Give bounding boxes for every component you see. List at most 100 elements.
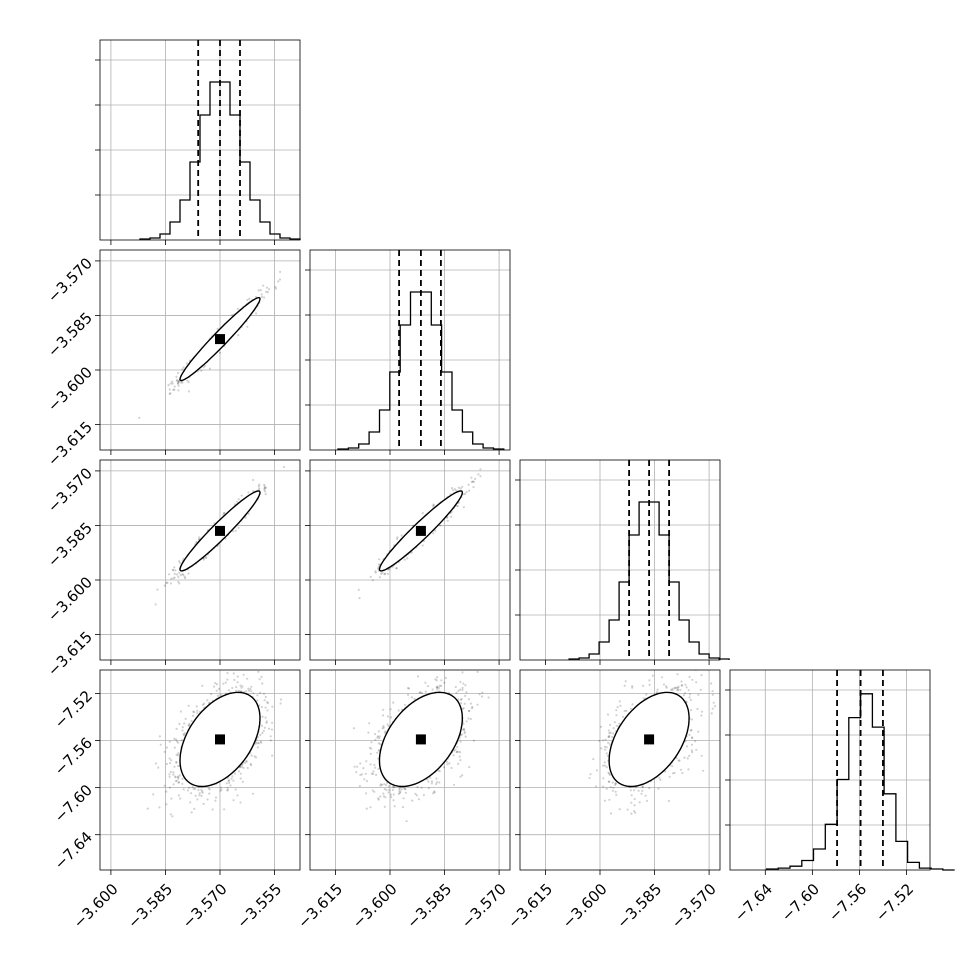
sample-point [690,743,694,746]
sample-point [277,280,280,283]
sample-point [457,689,460,693]
sample-point [668,775,671,778]
sample-point [389,716,393,719]
sample-point [271,721,274,724]
sample-point [464,735,467,738]
sample-point [594,785,598,788]
sample-point [622,715,625,718]
sample-point [405,820,408,823]
sample-point [402,797,405,800]
sample-point [459,740,462,743]
sample-point [370,747,373,750]
sample-point [435,679,438,682]
sample-point [445,516,448,520]
sample-point [386,723,389,726]
sample-point [406,687,410,690]
sample-point [459,775,462,778]
sample-point [608,772,611,775]
density-layer [588,670,717,815]
sample-point [278,278,282,281]
sample-point [364,792,368,795]
sample-point [630,812,633,815]
sample-point [181,782,184,785]
sample-point [187,572,190,575]
sample-point [152,793,155,796]
sample-point [178,571,181,575]
sample-point [256,699,259,702]
sample-point [186,379,189,382]
sample-point [410,551,413,554]
sample-point [365,760,368,763]
sample-point [462,707,465,710]
sample-point [171,568,174,571]
sample-point [172,771,175,774]
sample-point [184,717,187,721]
sample-point [600,747,603,750]
x-tick-label: −3.585 [124,880,176,932]
sample-point [168,392,171,396]
sample-point [178,582,181,585]
sample-point [237,526,240,529]
sample-point [711,707,714,710]
sample-point [362,767,365,770]
sample-point [700,714,703,717]
sample-point [382,725,385,728]
sample-point [435,782,438,786]
sample-point [236,307,239,310]
sample-point [641,789,644,793]
sample-point [392,793,395,796]
sample-point [427,780,430,783]
hist-panel-3 [725,669,955,875]
axes-frame [99,249,301,451]
sample-point [461,485,464,488]
sample-point [226,789,229,792]
sample-point [201,684,204,687]
sample-point [283,465,286,469]
sample-point [262,284,265,287]
sample-point [191,786,194,789]
sample-point [181,368,184,371]
sample-point [192,787,195,790]
sample-point [607,780,611,783]
sample-point [685,686,688,689]
sample-point [378,576,381,579]
sample-point [262,729,265,733]
sample-point [381,783,384,787]
sample-point [631,703,634,706]
sample-point [200,788,203,791]
sample-point [387,785,390,788]
sample-point [437,686,441,690]
density-peak [415,525,426,536]
sample-point [614,782,617,785]
sample-point [190,811,193,814]
sample-point [165,746,168,749]
sample-point [678,759,681,762]
sample-point [464,684,467,687]
sample-point [176,378,179,381]
sample-point [453,488,457,491]
sample-point [207,787,210,790]
sample-point [607,729,610,732]
sample-point [691,751,694,754]
sample-point [687,689,690,692]
sample-point [236,500,239,503]
sample-point [396,536,399,539]
x-tick-label: −3.555 [233,880,285,932]
sample-point [176,382,179,385]
sample-point [439,524,442,527]
sample-point [177,775,180,778]
scatter-panel-3-2 [515,669,721,875]
sample-point [274,285,277,289]
sample-point [407,687,411,690]
sample-point [712,701,715,704]
x-tick-label: −3.615 [504,880,556,932]
sample-point [385,784,388,787]
sample-point [257,289,260,292]
sample-point [252,478,255,482]
sample-point [456,746,459,749]
sample-point [459,751,462,754]
sample-point [231,775,234,778]
sample-point [444,676,447,680]
x-tick-label: −3.570 [179,880,231,932]
sample-point [711,690,714,693]
